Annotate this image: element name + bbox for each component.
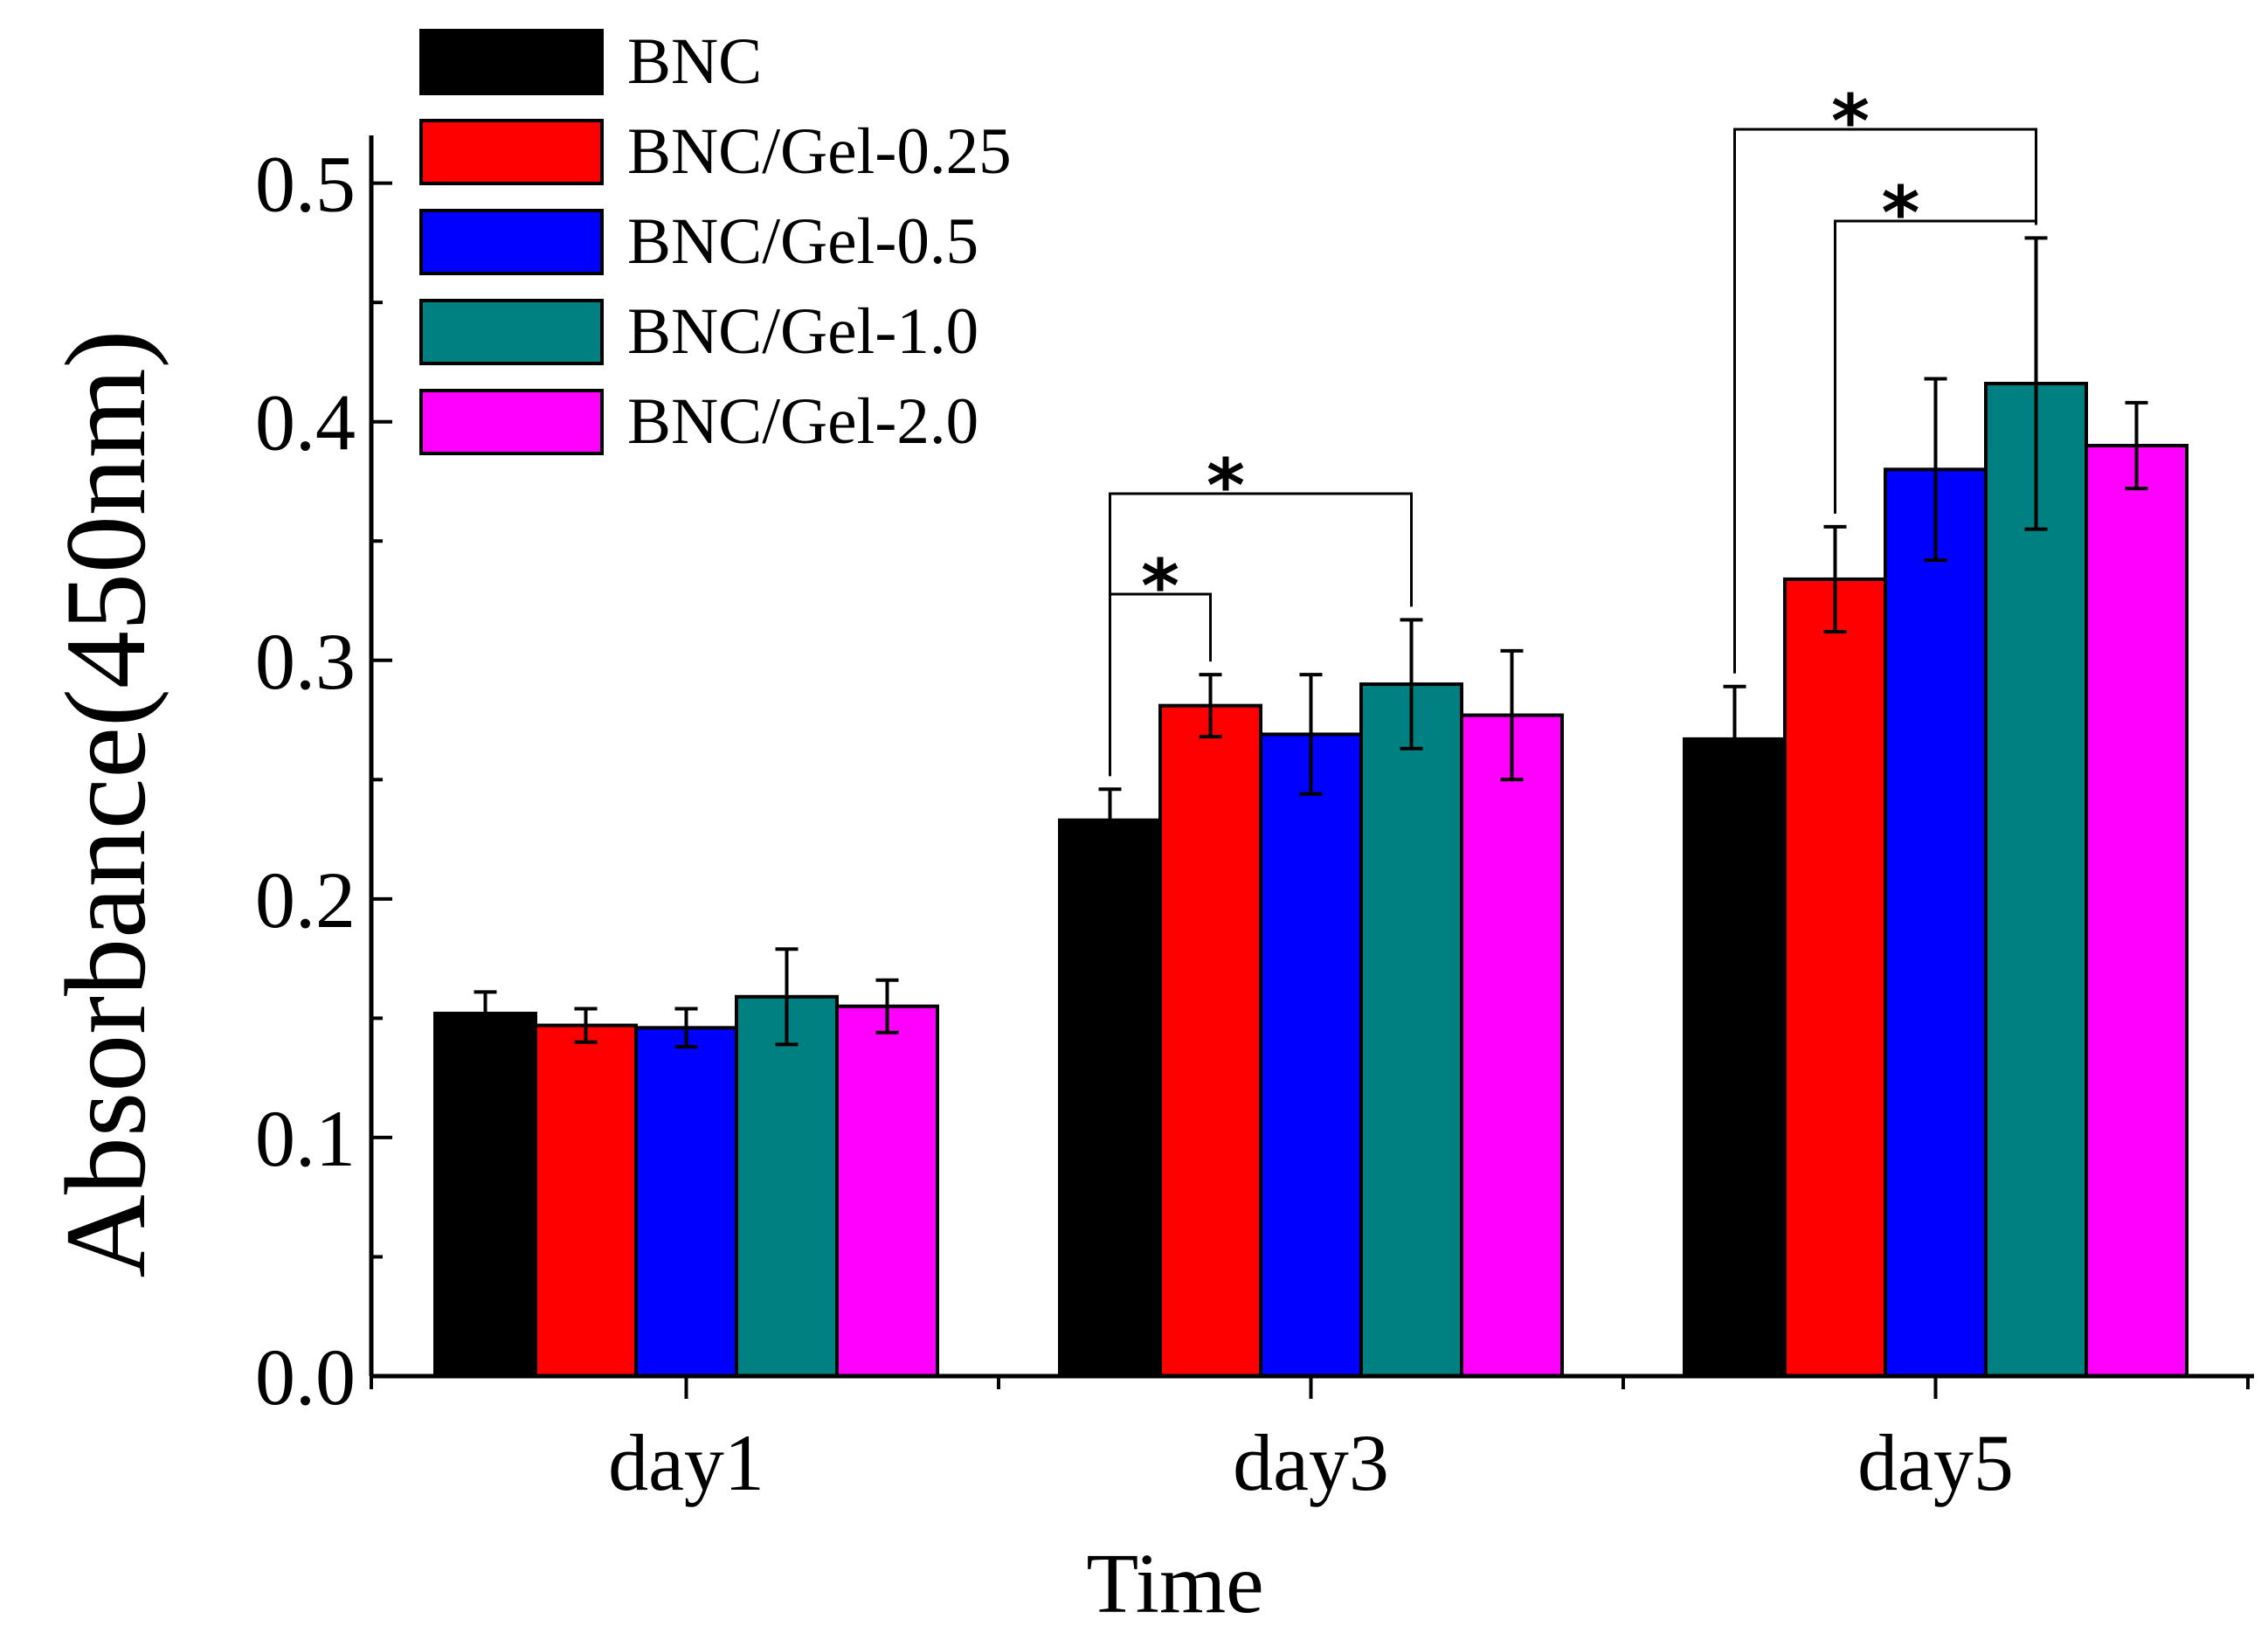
- error-bar-day5-series-1: [1823, 524, 1847, 633]
- error-bar-day1-series-3: [775, 947, 799, 1047]
- bar-day3-series-1: [1158, 703, 1262, 1378]
- bars-layer: [433, 382, 2188, 1379]
- significance-day3-1: *: [1109, 443, 1413, 777]
- bar-day1-series-4: [835, 1004, 939, 1378]
- error-bar-day5-series-2: [1924, 377, 1947, 563]
- error-bar-day3-series-0: [1098, 787, 1122, 854]
- y-axis-title: Absorbance(450nm): [41, 329, 169, 1277]
- legend-label: BNC/Gel-0.5: [627, 205, 978, 278]
- y-tick-label: 0.5: [255, 140, 356, 229]
- legend-item-0: BNC: [419, 25, 762, 98]
- legend-item-3: BNC/Gel-1.0: [419, 295, 978, 368]
- bar-day1-series-2: [634, 1026, 738, 1379]
- bar-day5-series-4: [2085, 444, 2188, 1378]
- error-bar-day5-series-4: [2125, 400, 2148, 491]
- y-tick-label: 0.0: [255, 1332, 356, 1422]
- x-axis-title: Time: [1086, 1537, 1263, 1631]
- bar-day1-series-1: [534, 1023, 638, 1378]
- significance-star: *: [1831, 79, 1870, 164]
- significance-day5-1: *: [1834, 170, 2037, 514]
- legend-label: BNC: [627, 25, 762, 98]
- bar-day1-series-0: [433, 1011, 537, 1379]
- legend-label: BNC/Gel-0.25: [627, 115, 1012, 188]
- bar-day3-series-0: [1058, 818, 1162, 1378]
- axes-layer: 0.0 0.1 0.2 0.3 0.4 0.5 day1 day3 day5: [255, 135, 2254, 1507]
- x-tick-label-day3: day3: [1233, 1418, 1389, 1507]
- legend-swatch: [419, 209, 604, 275]
- y-tick-label: 0.2: [255, 855, 356, 945]
- y-tick-label: 0.1: [255, 1094, 356, 1183]
- legend-item-2: BNC/Gel-0.5: [419, 205, 978, 278]
- bar-day3-series-4: [1460, 713, 1564, 1378]
- bar-day3-series-2: [1259, 732, 1363, 1378]
- significance-star: *: [1207, 443, 1245, 529]
- bar-day1-series-3: [735, 994, 839, 1379]
- legend-item-1: BNC/Gel-0.25: [419, 115, 1012, 188]
- significance-star: *: [1882, 170, 1920, 256]
- error-bar-day3-series-2: [1299, 673, 1323, 796]
- significance-layer: ****: [1109, 79, 2037, 777]
- legend-swatch: [419, 119, 604, 185]
- legend-swatch: [419, 29, 604, 95]
- error-bar-day5-series-0: [1723, 684, 1746, 793]
- x-tick-label-day5: day5: [1857, 1418, 2014, 1507]
- error-bar-day1-series-0: [474, 990, 497, 1037]
- legend-swatch: [419, 389, 604, 455]
- error-bar-day3-series-1: [1199, 673, 1222, 739]
- error-bar-day3-series-4: [1500, 648, 1524, 782]
- error-bar-day5-series-3: [2024, 236, 2048, 531]
- bar-day3-series-3: [1359, 682, 1463, 1378]
- legend-label: BNC/Gel-1.0: [627, 295, 978, 368]
- bar-day5-series-1: [1783, 577, 1887, 1378]
- error-bar-day1-series-2: [674, 1007, 698, 1049]
- legend-label: BNC/Gel-2.0: [627, 385, 978, 458]
- error-bar-day1-series-4: [875, 978, 899, 1034]
- error-bar-day1-series-1: [574, 1007, 598, 1044]
- significance-star: *: [1141, 543, 1179, 629]
- x-tick-label-day1: day1: [608, 1418, 764, 1507]
- significance-day5-0: *: [1733, 79, 2037, 674]
- bar-day5-series-0: [1683, 737, 1787, 1378]
- legend-swatch: [419, 299, 604, 365]
- legend: BNC BNC/Gel-0.25 BNC/Gel-0.5 BNC/Gel-1.0 BNC…: [419, 25, 1012, 458]
- error-bars-layer: [474, 236, 2148, 1049]
- legend-item-4: BNC/Gel-2.0: [419, 385, 978, 458]
- y-tick-label: 0.3: [255, 617, 356, 706]
- y-tick-label: 0.4: [255, 378, 356, 467]
- bar-day5-series-2: [1884, 467, 1988, 1378]
- bar-day5-series-3: [1984, 382, 2088, 1378]
- error-bar-day3-series-3: [1400, 618, 1423, 751]
